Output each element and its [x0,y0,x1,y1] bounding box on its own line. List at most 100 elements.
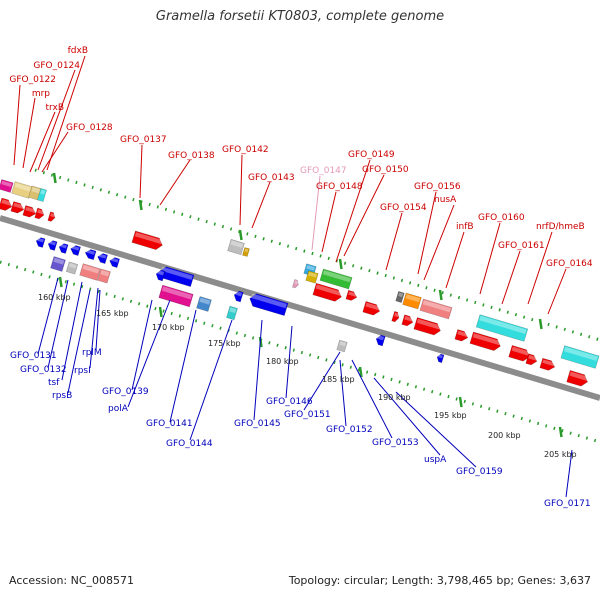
reverse-gene-arrow [70,245,81,256]
forward-gene-label: GFO_0138 [168,151,215,161]
reverse-gene-arrow [436,353,445,364]
feature-box [196,296,212,312]
feature-box [475,314,529,342]
label-leader [46,55,86,171]
forward-gene-arrow [391,310,400,323]
reverse-gene-label: GFO_0139 [102,387,149,397]
feature-box [28,185,42,201]
forward-gene-label: GFO_0154 [380,203,427,213]
label-leader [285,325,293,399]
reverse-gene-arrow [109,257,120,268]
feature-box [226,305,238,321]
reverse-gene-label: GFO_0152 [326,425,373,435]
label-leader [501,250,521,305]
label-leader [159,159,191,206]
feature-box [560,345,600,369]
reverse-gene-arrow [58,243,69,254]
feature-box [79,263,101,281]
forward-gene-label: GFO_0122 [9,75,56,85]
feature-box [158,284,194,308]
reverse-gene-arrow [97,253,108,264]
label-leader [417,191,437,275]
kbp-tick-label: 180 kbp [266,357,299,366]
kbp-tick-label: 160 kbp [38,293,71,302]
forward-gene-label: GFO_0142 [222,145,269,155]
reverse-gene-label: uspA [424,455,447,465]
label-leader [139,144,143,199]
reverse-gene-label: GFO_0153 [372,438,419,448]
forward-gene-arrow [539,357,556,371]
label-leader [61,281,83,381]
forward-gene-label: GFO_0147 [300,166,347,176]
forward-gene-arrow [292,279,299,289]
major-tick [538,318,543,330]
forward-gene-arrow [525,353,538,366]
label-leader [339,359,347,427]
feature-track [0,179,600,387]
major-tick [358,366,363,378]
forward-gene-label: GFO_0150 [362,165,409,175]
forward-gene-arrow [0,197,13,211]
forward-gene-label: GFO_0160 [478,213,525,223]
label-leader [22,97,36,169]
forward-gene-arrow [312,282,342,302]
label-leader [445,231,465,289]
kbp-tick-label: 200 kbp [488,431,521,440]
forward-gene-label: GFO_0161 [498,241,545,251]
forward-gene-arrow [22,205,37,218]
label-leader [395,391,477,468]
reverse-gene-label: rpsB [52,391,72,401]
feature-box [242,247,250,257]
label-leader [565,449,573,498]
forward-gene-arrow [345,289,358,301]
forward-gene-arrow [566,370,589,387]
label-leader [351,359,393,439]
reverse-gene-arrow [35,237,46,248]
label-leader [29,111,56,173]
reverse-gene-arrow [155,269,166,282]
reverse-gene-label: GFO_0144 [166,439,213,449]
feature-box [395,290,405,304]
forward-gene-label: trxB [46,103,65,113]
major-tick [558,426,563,438]
major-tick [158,306,163,318]
reverse-gene-arrow [47,240,58,251]
reverse-gene-arrow [375,334,386,347]
feature-box [319,268,353,290]
forward-gene-arrow [10,201,25,214]
label-leader [189,319,233,441]
label-leader [239,154,243,226]
label-leader [253,319,263,421]
kbp-tick-label: 190 kbp [378,393,411,402]
forward-gene-arrow [34,207,45,220]
genome-backbone [0,215,600,401]
reverse-gene-label: GFO_0146 [266,397,313,407]
kbp-tick-label: 185 kbp [322,375,355,384]
forward-gene-label: GFO_0143 [248,173,295,183]
forward-gene-arrow [131,230,163,250]
label-leader [303,351,341,411]
reverse-gene-label: rpsI [74,366,91,376]
forward-gene-label: GFO_0156 [414,182,461,192]
label-leader [67,289,91,394]
kbp-tick-label: 195 kbp [434,411,467,420]
major-tick [438,289,443,301]
feature-box [305,270,319,284]
feature-box [65,261,79,275]
reverse-gene-label: tsf [48,378,60,388]
reverse-gene-label: GFO_0159 [456,467,503,477]
label-leader [169,309,197,423]
reverse-gene-label: GFO_0132 [20,365,67,375]
forward-gene-arrow [401,314,414,327]
forward-gene-label: GFO_0137 [120,135,167,145]
reverse-gene-label: GFO_0141 [146,419,193,429]
tick-track [0,168,600,444]
label-leader [37,277,59,355]
kbp-tick-label: 170 kbp [152,323,185,332]
forward-gene-arrow [508,345,531,362]
feature-box [336,339,348,353]
forward-gene-label: GFO_0164 [546,259,593,269]
feature-box [11,181,33,199]
